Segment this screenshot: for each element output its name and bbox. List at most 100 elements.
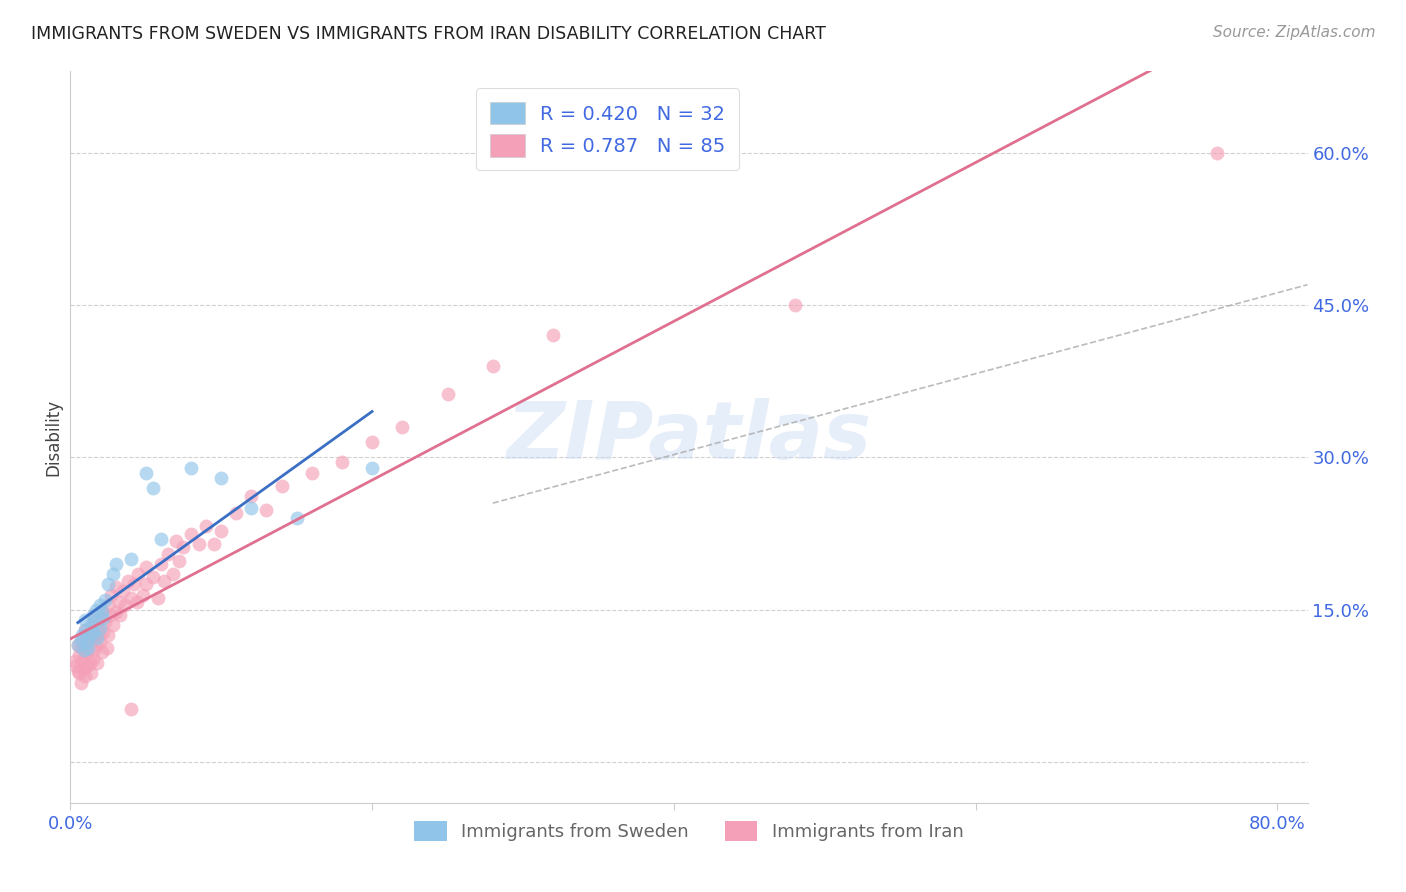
Point xyxy=(82,625,104,640)
Point xyxy=(108,607,131,622)
Point xyxy=(70,676,93,690)
Point xyxy=(83,615,105,629)
Point xyxy=(75,669,97,683)
Point xyxy=(146,591,169,605)
Point xyxy=(93,625,115,640)
Point xyxy=(97,598,120,612)
Point xyxy=(76,658,98,673)
Point xyxy=(195,519,218,533)
Point xyxy=(83,643,105,657)
Point xyxy=(135,577,157,591)
Point xyxy=(94,615,117,629)
Point xyxy=(75,648,97,663)
Point xyxy=(86,632,108,646)
Point xyxy=(87,628,110,642)
Point xyxy=(149,557,172,571)
Point xyxy=(104,605,127,619)
Point xyxy=(285,511,308,525)
Point xyxy=(180,460,202,475)
Point xyxy=(240,489,263,503)
Point xyxy=(82,607,104,622)
Point xyxy=(97,628,120,642)
Point xyxy=(79,628,101,642)
Point xyxy=(67,648,90,663)
Point xyxy=(75,613,97,627)
Point xyxy=(436,387,458,401)
Point xyxy=(162,567,184,582)
Point xyxy=(67,665,90,680)
Point xyxy=(180,526,202,541)
Point xyxy=(89,635,111,649)
Point xyxy=(541,328,564,343)
Point xyxy=(97,577,120,591)
Point xyxy=(361,435,384,450)
Point xyxy=(127,567,149,582)
Point xyxy=(91,605,114,619)
Point xyxy=(80,618,103,632)
Point xyxy=(89,598,111,612)
Point xyxy=(149,532,172,546)
Point xyxy=(80,621,103,635)
Point xyxy=(96,641,118,656)
Point xyxy=(77,645,100,659)
Point xyxy=(391,420,413,434)
Point xyxy=(82,632,104,646)
Point xyxy=(135,560,157,574)
Point xyxy=(330,455,353,469)
Point xyxy=(202,537,225,551)
Point xyxy=(76,635,98,649)
Point xyxy=(98,607,121,622)
Y-axis label: Disability: Disability xyxy=(44,399,62,475)
Point xyxy=(77,628,100,642)
Point xyxy=(125,595,148,609)
Point xyxy=(104,557,127,571)
Point xyxy=(100,588,122,602)
Point xyxy=(157,547,180,561)
Text: ZIPatlas: ZIPatlas xyxy=(506,398,872,476)
Point xyxy=(209,524,232,538)
Point xyxy=(117,574,139,589)
Text: IMMIGRANTS FROM SWEDEN VS IMMIGRANTS FROM IRAN DISABILITY CORRELATION CHART: IMMIGRANTS FROM SWEDEN VS IMMIGRANTS FRO… xyxy=(31,25,825,43)
Point xyxy=(101,618,124,632)
Point xyxy=(172,540,194,554)
Point xyxy=(120,702,142,716)
Point xyxy=(89,611,111,625)
Point xyxy=(165,533,187,548)
Point xyxy=(93,605,115,619)
Point xyxy=(94,592,117,607)
Point xyxy=(86,656,108,670)
Point xyxy=(75,623,97,637)
Point xyxy=(63,654,86,668)
Point xyxy=(120,591,142,605)
Point xyxy=(66,664,89,678)
Point xyxy=(783,298,806,312)
Point xyxy=(209,471,232,485)
Point xyxy=(301,466,323,480)
Point xyxy=(79,635,101,649)
Point xyxy=(122,577,145,591)
Point xyxy=(77,641,100,656)
Point xyxy=(361,460,384,475)
Point xyxy=(187,537,209,551)
Point xyxy=(70,641,93,656)
Point xyxy=(66,638,89,652)
Point xyxy=(75,623,97,637)
Point xyxy=(1206,145,1229,160)
Point xyxy=(135,466,157,480)
Point xyxy=(83,613,105,627)
Legend: Immigrants from Sweden, Immigrants from Iran: Immigrants from Sweden, Immigrants from … xyxy=(406,814,972,848)
Point xyxy=(132,588,155,602)
Point xyxy=(76,638,98,652)
Point xyxy=(84,603,107,617)
Point xyxy=(79,656,101,670)
Point xyxy=(93,611,115,625)
Point xyxy=(66,638,89,652)
Point xyxy=(104,581,127,595)
Point xyxy=(72,628,94,642)
Point xyxy=(225,506,247,520)
Point xyxy=(107,595,129,609)
Point xyxy=(114,598,136,612)
Point xyxy=(142,570,165,584)
Point xyxy=(84,638,107,652)
Point xyxy=(481,359,503,373)
